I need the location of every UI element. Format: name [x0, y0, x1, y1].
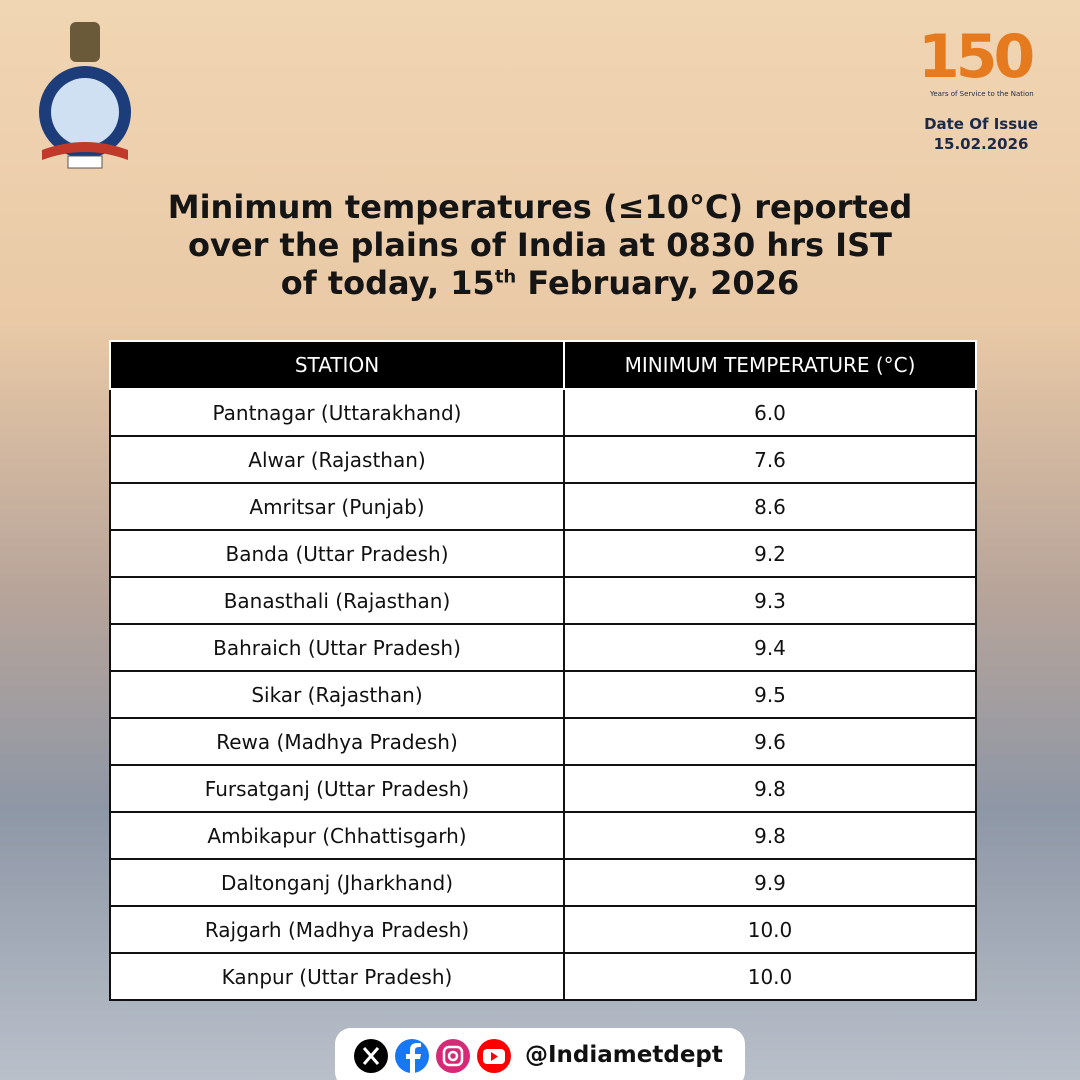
station-cell: Bahraich (Uttar Pradesh)	[109, 623, 565, 672]
anniversary-logo: 150 Years of Service to the Nation	[918, 24, 1048, 104]
imd-logo	[39, 22, 131, 169]
table-row: Sikar (Rajasthan) 9.5	[109, 670, 977, 719]
temperature-cell: 10.0	[563, 905, 977, 954]
table-row: Fursatganj (Uttar Pradesh) 9.8	[109, 764, 977, 813]
social-handle[interactable]: @Indiametdept	[525, 1042, 723, 1068]
header-row: STATION MINIMUM TEMPERATURE (°C)	[109, 340, 977, 390]
table-row: Rajgarh (Madhya Pradesh) 10.0	[109, 905, 977, 954]
table-row: Pantnagar (Uttarakhand) 6.0	[109, 388, 977, 437]
title: Minimum temperatures (≤10°C) reported ov…	[0, 188, 1080, 302]
temperature-cell: 9.6	[563, 717, 977, 766]
temperature-cell: 10.0	[563, 952, 977, 1001]
temperature-cell: 9.4	[563, 623, 977, 672]
issue-date: 15.02.2026	[933, 135, 1029, 153]
temperature-cell: 9.5	[563, 670, 977, 719]
title-line: Minimum temperatures (≤10°C) reported	[167, 188, 913, 226]
table-row: Kanpur (Uttar Pradesh) 10.0	[109, 952, 977, 1001]
station-cell: Ambikapur (Chhattisgarh)	[109, 811, 565, 860]
station-cell: Daltonganj (Jharkhand)	[109, 858, 565, 907]
column-header: MINIMUM TEMPERATURE (°C)	[563, 340, 977, 390]
station-cell: Banda (Uttar Pradesh)	[109, 529, 565, 578]
station-cell: Kanpur (Uttar Pradesh)	[109, 952, 565, 1001]
anniversary-number: 150	[918, 22, 1035, 92]
table-row: Alwar (Rajasthan) 7.6	[109, 435, 977, 484]
table-row: Banasthali (Rajasthan) 9.3	[109, 576, 977, 625]
station-cell: Sikar (Rajasthan)	[109, 670, 565, 719]
station-cell: Rewa (Madhya Pradesh)	[109, 717, 565, 766]
station-cell: Amritsar (Punjab)	[109, 482, 565, 531]
title-line: over the plains of India at 0830 hrs IST	[188, 226, 892, 264]
title-text: February, 2026	[516, 264, 800, 302]
temperature-cell: 9.9	[563, 858, 977, 907]
issue-label: Date Of Issue	[924, 115, 1038, 133]
social-footer: @Indiametdept	[335, 1028, 745, 1080]
station-cell: Rajgarh (Madhya Pradesh)	[109, 905, 565, 954]
temperature-cell: 9.8	[563, 764, 977, 813]
temperature-table: STATION MINIMUM TEMPERATURE (°C) Pantnaga…	[109, 340, 977, 1001]
table-row: Amritsar (Punjab) 8.6	[109, 482, 977, 531]
title-line: of today, 15th February, 2026	[0, 264, 1080, 302]
station-cell: Banasthali (Rajasthan)	[109, 576, 565, 625]
station-cell: Fursatganj (Uttar Pradesh)	[109, 764, 565, 813]
table-row: Daltonganj (Jharkhand) 9.9	[109, 858, 977, 907]
table-row: Banda (Uttar Pradesh) 9.2	[109, 529, 977, 578]
temperature-cell: 9.8	[563, 811, 977, 860]
table-body: Pantnagar (Uttarakhand) 6.0 Alwar (Rajasth…	[109, 388, 977, 1001]
instagram-icon[interactable]	[436, 1039, 470, 1073]
table-row: Bahraich (Uttar Pradesh) 9.4	[109, 623, 977, 672]
column-header: STATION	[109, 340, 565, 390]
temperature-cell: 7.6	[563, 435, 977, 484]
title-text: of today, 15	[280, 264, 495, 302]
temperature-cell: 9.2	[563, 529, 977, 578]
temperature-cell: 9.3	[563, 576, 977, 625]
table-row: Rewa (Madhya Pradesh) 9.6	[109, 717, 977, 766]
issue-block: Date Of Issue 15.02.2026	[924, 114, 1038, 154]
anniversary-tagline: Years of Service to the Nation	[930, 90, 1034, 98]
station-cell: Pantnagar (Uttarakhand)	[109, 388, 565, 437]
table-row: Ambikapur (Chhattisgarh) 9.8	[109, 811, 977, 860]
title-superscript: th	[494, 266, 517, 288]
temperature-cell: 6.0	[563, 388, 977, 437]
temperature-cell: 8.6	[563, 482, 977, 531]
station-cell: Alwar (Rajasthan)	[109, 435, 565, 484]
social-icons	[354, 1039, 511, 1074]
